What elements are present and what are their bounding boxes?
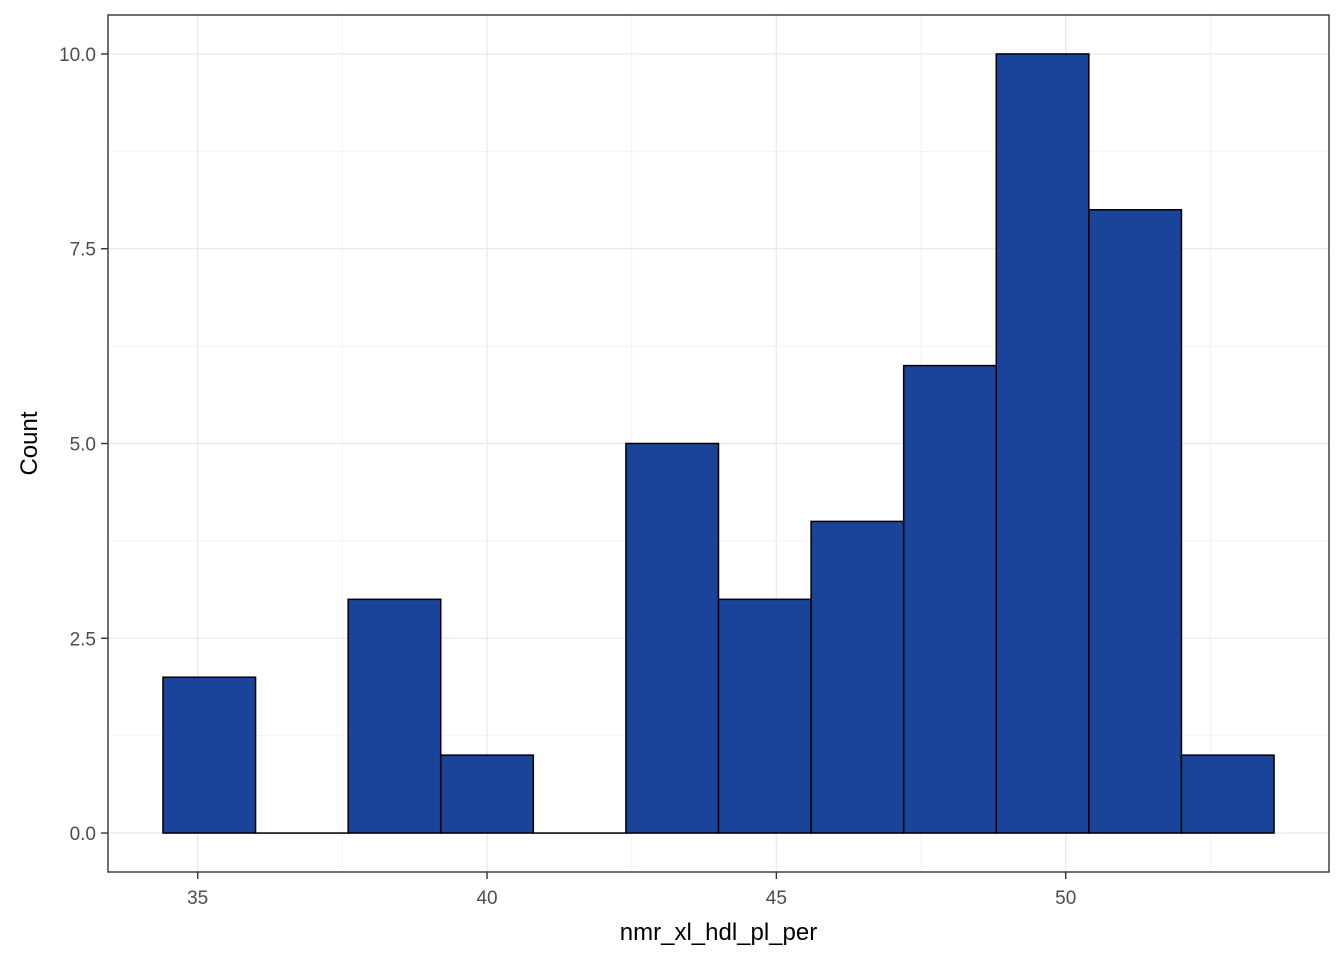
x-axis-title: nmr_xl_hdl_pl_per bbox=[620, 919, 817, 946]
histogram-bar-7 bbox=[717, 598, 812, 834]
histogram-bar-3 bbox=[347, 598, 442, 834]
histogram-bar-8 bbox=[810, 520, 905, 834]
histogram-bar-10 bbox=[995, 53, 1090, 834]
x-tick-label: 50 bbox=[1055, 888, 1076, 909]
histogram-bar-11 bbox=[1088, 209, 1183, 834]
x-tick-label: 40 bbox=[476, 888, 497, 909]
histogram-bar-4 bbox=[439, 754, 535, 834]
histogram-bar-1 bbox=[162, 676, 257, 834]
x-tick-label: 45 bbox=[766, 888, 787, 909]
histogram-bars bbox=[162, 53, 1275, 834]
histogram-bar-9 bbox=[902, 364, 998, 834]
histogram-bar-6 bbox=[625, 442, 720, 834]
y-tick-label: 0.0 bbox=[70, 824, 96, 845]
x-axis: 35 40 45 50 bbox=[187, 872, 1076, 909]
y-tick-label: 10.0 bbox=[59, 45, 96, 66]
x-tick-label: 35 bbox=[187, 888, 208, 909]
y-tick-label: 7.5 bbox=[70, 240, 96, 261]
histogram-bar-12 bbox=[1180, 754, 1275, 834]
y-tick-label: 2.5 bbox=[70, 629, 96, 650]
y-axis: 0.0 2.5 5.0 7.5 10.0 bbox=[59, 45, 108, 845]
y-tick-label: 5.0 bbox=[70, 435, 96, 456]
y-axis-title: Count bbox=[16, 411, 43, 475]
